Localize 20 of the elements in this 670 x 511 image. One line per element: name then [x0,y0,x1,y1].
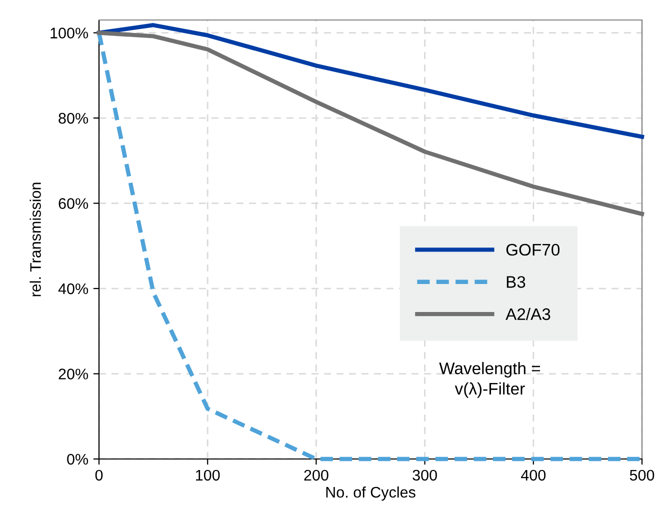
line-series [96,30,644,216]
legend-label: A2/A3 [506,308,550,320]
x-tick-label: 200 [304,470,328,481]
y-tick-label: 100% [50,28,88,38]
line-series [96,23,644,139]
x-tick-label: 100 [196,470,220,481]
legend-label: GOF70 [506,244,560,256]
y-tick-label: 20% [58,368,88,380]
legend-label: B3 [506,276,526,288]
y-tick-label: 40% [58,283,88,294]
y-tick-label: 0% [67,454,88,465]
y-axis-title: rel. Transmission [30,182,41,296]
x-axis-title: No. of Cycles [326,486,416,501]
y-tick-label: 60% [58,198,88,209]
x-tick-label: 400 [521,470,546,481]
x-tick-label: 300 [412,470,437,481]
y-tick-label: 80% [58,112,88,124]
x-tick-label: 0 [95,470,103,481]
x-tick-label: 500 [630,470,654,481]
annotation: Wavelength = v(λ)-Filter [439,362,540,398]
